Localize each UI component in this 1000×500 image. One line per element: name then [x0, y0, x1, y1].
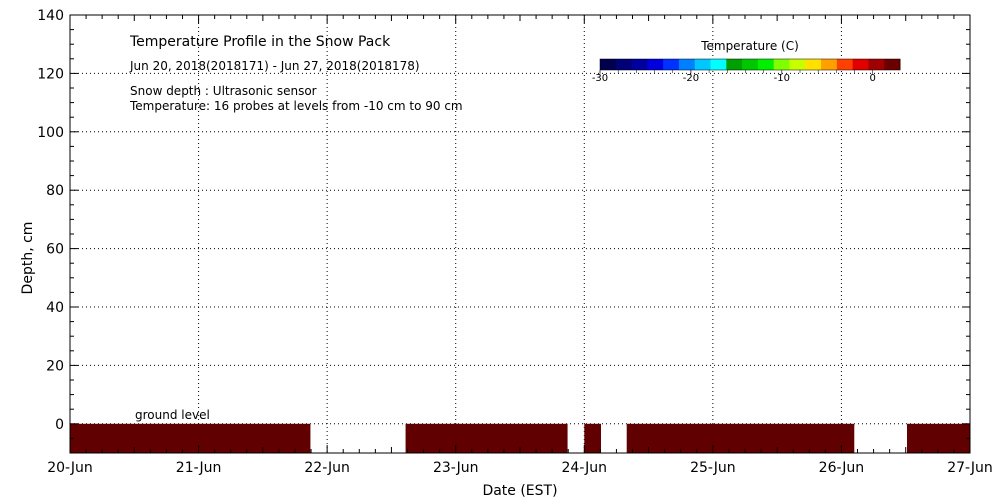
- colorbar-cell: [742, 59, 759, 70]
- y-tick-label: 60: [46, 242, 64, 258]
- x-tick-label: 24-Jun: [562, 460, 608, 476]
- y-tick-label: 20: [46, 358, 64, 374]
- colorbar-tick-label: -10: [774, 73, 790, 84]
- temperature-segment: [70, 423, 311, 453]
- colorbar-cell: [773, 59, 790, 70]
- colorbar-tick-label: -30: [592, 73, 608, 84]
- axis-tick-labels: 0 20 40 60 80 100 120 140 20-Jun 21-Jun 22-Jun 23-J…: [37, 8, 993, 476]
- colorbar-cell: [868, 59, 885, 70]
- chart-title: Temperature Profile in the Snow Pack: [129, 34, 391, 50]
- colorbar-cell: [726, 59, 743, 70]
- temperature-segment: [626, 423, 855, 453]
- temperature-segment: [907, 423, 970, 453]
- temperature-segment: [584, 423, 601, 453]
- plot-frame: [69, 14, 971, 454]
- x-tick-label: 26-Jun: [819, 460, 865, 476]
- axis-ticks: [69, 14, 971, 454]
- y-tick-label: 140: [37, 8, 64, 24]
- y-tick-label: 120: [37, 66, 64, 82]
- colorbar-tick-label: -20: [683, 73, 699, 84]
- temperature-segment: [405, 423, 568, 453]
- ground-level-label: ground level: [135, 408, 210, 422]
- colorbar-cell: [805, 59, 822, 70]
- colorbar-cell: [615, 59, 633, 70]
- colorbar-cell: [884, 59, 901, 70]
- colorbar-cell: [647, 59, 664, 70]
- x-axis-title: Date (EST): [482, 483, 557, 499]
- colorbar-border: [599, 58, 901, 71]
- y-axis-title: Depth, cm: [20, 222, 36, 295]
- temperature-colorbar: Temperature (C) -30 -20 -10 0: [592, 39, 901, 84]
- snow-depth-note: Snow depth : Ultrasonic sensor: [130, 84, 317, 98]
- colorbar-cell: [836, 59, 854, 70]
- colorbar-tick-label: 0: [870, 73, 876, 84]
- x-tick-label: 21-Jun: [176, 460, 222, 476]
- x-tick-label: 20-Jun: [47, 460, 93, 476]
- chart-subtitle: Jun 20, 2018(2018171) - Jun 27, 2018(201…: [129, 59, 420, 73]
- colorbar-cell: [600, 59, 617, 70]
- colorbar-cell: [694, 59, 712, 70]
- colorbar-cell: [852, 59, 869, 70]
- colorbar-cell: [678, 59, 696, 70]
- colorbar-cell: [757, 59, 775, 70]
- x-tick-label: 23-Jun: [433, 460, 479, 476]
- colorbar-cell: [663, 59, 680, 70]
- y-tick-label: 40: [46, 300, 64, 316]
- x-tick-label: 27-Jun: [947, 460, 993, 476]
- y-tick-label: 0: [55, 417, 64, 433]
- colorbar-ticks: -30 -20 -10 0: [592, 70, 876, 84]
- x-tick-label: 22-Jun: [304, 460, 350, 476]
- grid-lines: [69, 14, 971, 453]
- data-layer: [70, 423, 970, 453]
- x-tick-label: 25-Jun: [690, 460, 736, 476]
- colorbar-cell: [821, 59, 838, 70]
- temperature-probes-note: Temperature: 16 probes at levels from -1…: [129, 99, 463, 113]
- colorbar-cell: [789, 59, 806, 70]
- y-tick-label: 100: [37, 125, 64, 141]
- colorbar-cell: [710, 59, 727, 70]
- colorbar-cells: [599, 58, 901, 71]
- colorbar-cell: [631, 59, 648, 70]
- y-tick-label: 80: [46, 183, 64, 199]
- colorbar-title: Temperature (C): [700, 39, 799, 53]
